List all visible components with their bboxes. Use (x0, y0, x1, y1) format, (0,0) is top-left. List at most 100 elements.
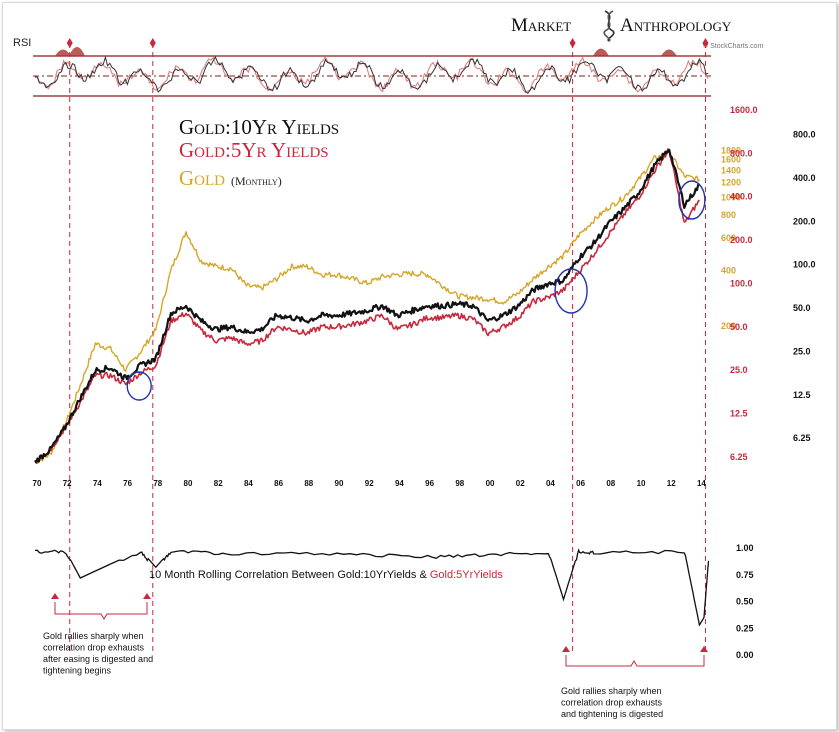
rsi-overbought-fill (55, 49, 71, 56)
y10-series (34, 148, 700, 464)
correlation-title: 10 Month Rolling Correlation Between Gol… (149, 569, 503, 581)
bracket-right (562, 646, 708, 667)
y10-axis-label: 100.0 (793, 260, 816, 270)
corr-tick-label: 0.25 (736, 623, 754, 633)
corr-tick-label: 0.50 (736, 597, 754, 607)
y5-axis-label: 100.0 (730, 278, 753, 288)
annotation-line: correlation drop exhausts (43, 643, 145, 653)
y5-axis-label: 200.0 (730, 235, 753, 245)
main-chart: 70 72 74 76 78 80 82 84 86 88 90 92 94 96 98 00 02 04 06 08… (33, 38, 816, 654)
x-tick-label: 08 (606, 479, 615, 488)
correlation-line (34, 548, 710, 627)
y5-axis-label: 1600.0 (730, 105, 758, 115)
x-tick-label: 06 (576, 479, 585, 488)
rsi-line-5yr (34, 55, 709, 94)
gold-series (34, 149, 700, 465)
brand-right: Anthropology (620, 15, 732, 36)
guide-marker (569, 38, 576, 48)
y5-axis-label: 6.25 (730, 452, 748, 462)
corr-tick-label: 0.00 (736, 650, 754, 660)
x-tick-label: 02 (516, 479, 525, 488)
annotation-line: and tightening is digested (561, 709, 663, 719)
guide-marker (66, 38, 73, 48)
annotation-left: Gold rallies sharply when correlation dro… (43, 631, 153, 676)
x-tick-label: 86 (274, 479, 283, 488)
legend: Gold:10Yr Yields Gold:5Yr Yields Gold (Mo… (179, 115, 339, 190)
y10-axis-label: 12.5 (793, 390, 811, 400)
dna-logo-icon (603, 10, 615, 42)
corr-tick-label: 1.00 (736, 543, 754, 553)
bracket-left (51, 593, 151, 620)
x-tick-label: 70 (33, 479, 42, 488)
rsi-overbought-fill (661, 49, 677, 56)
x-tick-label: 78 (153, 479, 162, 488)
correlation-title-prefix: 10 Month Rolling Correlation Between Gol… (149, 569, 430, 581)
highlight-circle (554, 268, 588, 314)
guide-marker (702, 38, 709, 48)
brand: Market Anthropology © StockCharts.com (511, 10, 764, 50)
gold-axis-label: 800 (721, 210, 736, 220)
corr-tick-label: 0.75 (736, 570, 754, 580)
legend-5yr: Gold:5Yr Yields (179, 138, 329, 162)
y5-series (34, 148, 700, 463)
correlation-panel: 1.00 0.75 0.50 0.25 0.00 10 Month Rolling Co… (34, 543, 754, 660)
x-tick-label: 00 (486, 479, 495, 488)
gold-axis-label: 1400 (721, 165, 741, 175)
chart-canvas: Market Anthropology © StockCharts.com RS… (13, 10, 816, 719)
highlight-circle (678, 180, 706, 220)
guide-marker (149, 38, 156, 48)
x-tick-label: 96 (425, 479, 434, 488)
rsi-panel: RSI (13, 37, 711, 97)
legend-gold-suffix: (Monthly) (231, 174, 282, 188)
x-tick-label: 94 (395, 479, 404, 488)
gold-axis-label: 1600 (721, 155, 741, 165)
y10-axis-label: 400.0 (793, 173, 816, 183)
gold-axis-label: 400 (721, 265, 736, 275)
legend-gold: Gold (Monthly) (179, 166, 282, 190)
gold-axis-label: 1200 (721, 178, 741, 188)
x-tick-label: 90 (335, 479, 344, 488)
y5-axis-label: 800.0 (730, 148, 753, 158)
y5-axis-label: 400.0 (730, 192, 753, 202)
x-tick-label: 14 (697, 479, 706, 488)
x-tick-label: 88 (304, 479, 313, 488)
gold-axis-label: 1800 (721, 145, 741, 155)
x-tick-label: 72 (63, 479, 72, 488)
legend-gold-label: Gold (179, 166, 225, 190)
rsi-overbought-fill (593, 48, 609, 56)
gold-axis-label: 1000 (721, 192, 741, 202)
y10-axis-label: 25.0 (793, 346, 811, 356)
x-tick-label: 92 (365, 479, 374, 488)
x-tick-label: 98 (455, 479, 464, 488)
highlight-circle (126, 371, 152, 401)
annotation-line: after easing is digested and (43, 654, 153, 664)
x-tick-label: 80 (184, 479, 193, 488)
x-tick-label: 04 (546, 479, 555, 488)
y5-axis-label: 50.0 (730, 322, 748, 332)
y5-axis-label: 25.0 (730, 365, 748, 375)
x-tick-label: 84 (244, 479, 253, 488)
annotation-right: Gold rallies sharply when correlation dro… (561, 686, 663, 719)
annotation-line: Gold rallies sharply when (561, 686, 662, 696)
x-tick-label: 10 (637, 479, 646, 488)
x-tick-label: 74 (93, 479, 102, 488)
y5-axis-label: 12.5 (730, 409, 748, 419)
x-tick-label: 12 (667, 479, 676, 488)
annotations: Gold rallies sharply when correlation dro… (43, 593, 708, 719)
annotation-line: correlation drop exhausts (561, 698, 663, 708)
legend-10yr: Gold:10Yr Yields (179, 115, 339, 139)
x-tick-label: 76 (123, 479, 132, 488)
y10-axis-label: 6.25 (793, 433, 811, 443)
brand-left: Market (511, 15, 571, 36)
rsi-overbought-fill (69, 47, 85, 56)
rsi-label: RSI (13, 37, 31, 49)
correlation-title-highlight: Gold:5YrYields (430, 569, 503, 581)
gold-axis-label: 200 (721, 321, 736, 331)
y10-axis-label: 800.0 (793, 130, 816, 140)
annotation-line: Gold rallies sharply when (43, 631, 144, 641)
x-tick-label: 82 (214, 479, 223, 488)
y10-axis-label: 50.0 (793, 303, 811, 313)
stockcharts-credit: © StockCharts.com (703, 42, 764, 50)
y10-axis-label: 200.0 (793, 216, 816, 226)
